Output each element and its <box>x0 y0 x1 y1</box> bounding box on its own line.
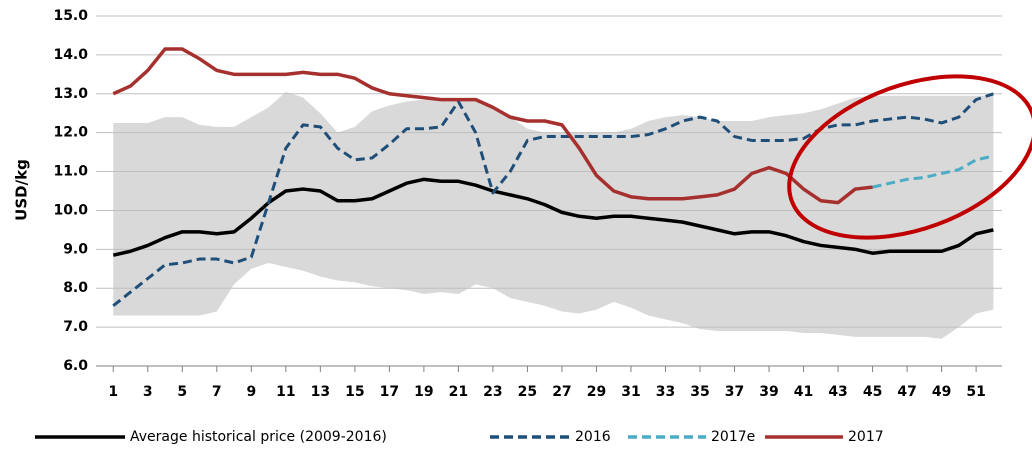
x-tick-label: 37 <box>725 384 744 400</box>
x-tick-label: 25 <box>518 384 537 400</box>
x-tick-label: 9 <box>246 384 256 400</box>
x-tick-label: 5 <box>177 384 187 400</box>
series-line <box>112 47 873 205</box>
x-tick-label: 11 <box>276 384 295 400</box>
legend-label: 2017 <box>848 429 884 445</box>
range-band <box>113 91 994 339</box>
y-axis-title: USD/kg <box>13 159 31 221</box>
legend-label: Average historical price (2009-2016) <box>130 429 387 445</box>
y-tick-label: 6.0 <box>63 358 88 374</box>
x-tick-label: 29 <box>587 384 606 400</box>
x-tick-label: 43 <box>828 384 847 400</box>
x-tick-label: 35 <box>690 384 709 400</box>
x-tick-label: 51 <box>966 384 985 400</box>
y-tick-label: 11.0 <box>53 164 88 180</box>
x-tick-label: 19 <box>414 384 433 400</box>
y-tick-label: 12.0 <box>53 125 88 141</box>
x-tick-label: 47 <box>897 384 916 400</box>
y-tick-label: 15.0 <box>53 8 88 24</box>
x-tick-label: 27 <box>552 384 571 400</box>
x-tick-label: 31 <box>621 384 640 400</box>
x-tick-label: 49 <box>932 384 951 400</box>
legend-label: 2016 <box>575 429 611 445</box>
y-tick-label: 9.0 <box>63 241 88 257</box>
x-tick-label: 7 <box>212 384 222 400</box>
x-tick-label: 17 <box>380 384 399 400</box>
x-tick-label: 23 <box>483 384 502 400</box>
x-tick-label: 41 <box>794 384 813 400</box>
x-tick-label: 15 <box>345 384 364 400</box>
y-tick-label: 14.0 <box>53 47 88 63</box>
x-tick-label: 21 <box>449 384 468 400</box>
x-tick-label: 3 <box>143 384 153 400</box>
x-tick-label: 1 <box>108 384 118 400</box>
y-tick-label: 7.0 <box>63 319 88 335</box>
x-tick-label: 13 <box>311 384 330 400</box>
x-tick-label: 39 <box>759 384 778 400</box>
y-tick-label: 8.0 <box>63 280 88 296</box>
y-tick-label: 13.0 <box>53 86 88 102</box>
x-tick-label: 45 <box>863 384 882 400</box>
highlight-ellipse <box>787 74 1032 240</box>
y-tick-label: 10.0 <box>53 202 88 218</box>
legend-label: 2017e <box>711 429 755 445</box>
x-tick-label: 33 <box>656 384 675 400</box>
series-line <box>872 154 994 189</box>
series-line <box>112 177 994 257</box>
series-line <box>112 92 994 307</box>
